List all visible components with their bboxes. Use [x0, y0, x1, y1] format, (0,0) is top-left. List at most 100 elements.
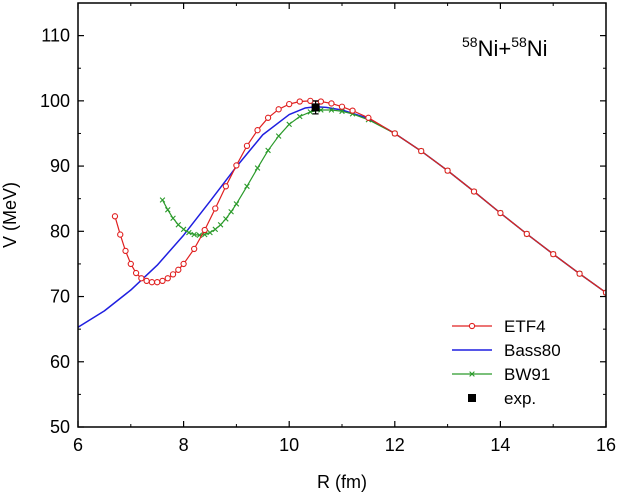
y-axis-ticks: 50 60 70 80 90 100 110	[40, 26, 606, 437]
data-point	[286, 121, 292, 128]
data-point	[550, 250, 557, 258]
data-point	[132, 269, 140, 277]
data-point	[223, 216, 229, 222]
legend-item: ETF4	[452, 317, 546, 336]
x-axis-title: R (fm)	[317, 472, 367, 492]
data-point	[264, 114, 272, 121]
data-point	[186, 229, 192, 236]
data-point	[212, 226, 219, 233]
y-tick-label: 90	[50, 156, 70, 176]
reaction-label: 58Ni+58Ni	[462, 34, 548, 61]
data-point	[138, 275, 145, 282]
data-point	[254, 127, 261, 134]
data-point	[338, 103, 346, 110]
legend-item: Bass80	[452, 341, 561, 360]
data-point	[265, 147, 271, 154]
data-point	[175, 221, 182, 228]
data-point	[275, 133, 282, 139]
data-point	[275, 106, 282, 113]
data-point	[365, 114, 372, 121]
data-point	[418, 147, 425, 155]
legend: ETF4 Bass80 BW91 exp.	[452, 317, 561, 408]
data-point	[222, 183, 229, 190]
data-point	[307, 97, 314, 104]
data-point	[296, 98, 303, 105]
legend-label: Bass80	[504, 341, 561, 360]
data-point	[339, 108, 345, 115]
data-point	[191, 245, 198, 253]
data-point	[217, 221, 224, 228]
x-axis-ticks: 6 8 10 12 14 16	[73, 3, 616, 455]
data-point	[228, 208, 234, 215]
y-axis-title: V (MeV)	[0, 182, 20, 248]
data-point	[233, 162, 240, 169]
series-exp	[311, 100, 320, 115]
data-point	[243, 142, 251, 150]
y-tick-label: 50	[50, 417, 70, 437]
legend-label: exp.	[504, 389, 536, 408]
data-point	[576, 270, 583, 277]
data-point	[497, 209, 504, 217]
plot-frame	[77, 2, 607, 428]
data-point	[391, 130, 398, 137]
data-point	[244, 183, 250, 190]
data-point	[175, 266, 182, 273]
data-point	[469, 371, 475, 377]
y-tick-label: 110	[41, 26, 70, 46]
legend-item: BW91	[452, 365, 550, 384]
data-point	[468, 322, 476, 330]
series-layer	[78, 97, 606, 328]
data-point	[328, 100, 335, 107]
data-point	[317, 98, 325, 105]
y-tick-label: 60	[50, 352, 70, 372]
data-point	[207, 229, 213, 236]
data-point	[169, 271, 177, 278]
data-point	[159, 197, 166, 203]
legend-label: ETF4	[504, 317, 546, 336]
series-line	[78, 105, 606, 328]
data-point	[286, 100, 293, 108]
data-point	[311, 103, 320, 112]
data-point	[143, 277, 150, 285]
data-point	[164, 206, 171, 213]
data-point	[349, 107, 356, 114]
data-point	[470, 188, 478, 195]
x-tick-label: 6	[73, 435, 83, 455]
data-point	[180, 260, 187, 268]
legend-label: BW91	[504, 365, 550, 384]
x-tick-label: 16	[596, 435, 616, 455]
data-point	[117, 231, 124, 238]
data-point	[164, 275, 171, 282]
data-point	[159, 277, 166, 285]
data-point	[233, 201, 240, 207]
series-bw91	[159, 107, 606, 296]
y-tick-label: 70	[50, 287, 70, 307]
x-tick-label: 14	[490, 435, 510, 455]
series-bass80	[78, 105, 606, 328]
data-point	[148, 279, 156, 286]
data-point	[122, 247, 129, 255]
data-point	[191, 231, 197, 238]
data-point	[201, 226, 208, 234]
series-etf4	[111, 97, 606, 296]
y-tick-label: 80	[50, 221, 70, 241]
data-point	[296, 113, 303, 120]
data-point	[127, 260, 134, 268]
data-point	[170, 215, 176, 222]
series-line	[114, 100, 606, 294]
x-tick-label: 12	[385, 435, 405, 455]
data-point	[444, 167, 451, 174]
legend-item: exp.	[468, 389, 536, 408]
series-line	[161, 109, 606, 294]
data-point	[523, 230, 530, 238]
data-point	[180, 226, 187, 233]
x-tick-label: 10	[279, 435, 299, 455]
data-point	[212, 205, 219, 212]
data-point	[328, 107, 335, 113]
x-tick-label: 8	[179, 435, 189, 455]
data-point	[254, 165, 261, 171]
data-point	[154, 279, 161, 286]
y-tick-label: 100	[40, 91, 70, 111]
data-point	[468, 394, 476, 402]
